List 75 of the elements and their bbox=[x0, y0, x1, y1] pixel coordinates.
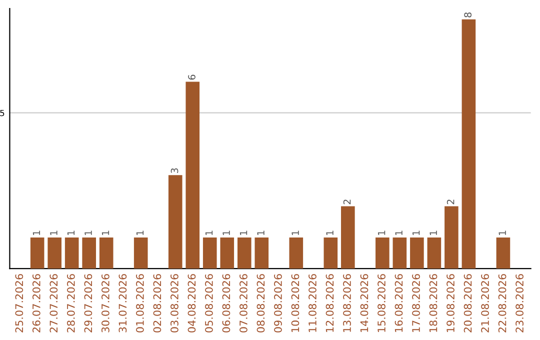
bar bbox=[220, 237, 234, 269]
x-tick-label: 05.08.2026 bbox=[205, 274, 213, 332]
data-label: 6 bbox=[188, 74, 196, 80]
y-tick-label: 5 bbox=[0, 110, 4, 116]
x-tick-label: 31.07.2026 bbox=[118, 274, 127, 332]
bar bbox=[410, 237, 424, 269]
data-label: 8 bbox=[464, 12, 472, 18]
bar bbox=[289, 237, 304, 269]
data-label: 1 bbox=[326, 230, 334, 235]
x-tick-label: 15.08.2026 bbox=[378, 274, 386, 332]
bar bbox=[254, 237, 269, 269]
x-tick-label: 12.08.2026 bbox=[326, 274, 334, 332]
x-tick-label: 09.08.2026 bbox=[274, 274, 282, 332]
data-label: 1 bbox=[292, 230, 299, 235]
x-tick-label: 20.08.2026 bbox=[464, 274, 472, 332]
bar bbox=[427, 237, 442, 269]
x-tick-label: 28.07.2026 bbox=[66, 274, 75, 332]
data-label: 1 bbox=[257, 230, 264, 235]
x-tick-label: 03.08.2026 bbox=[170, 274, 178, 332]
data-label: 1 bbox=[102, 230, 110, 235]
data-label: 1 bbox=[222, 230, 230, 235]
bar bbox=[324, 237, 338, 269]
bar bbox=[186, 82, 200, 269]
bar bbox=[30, 237, 44, 269]
data-label: 2 bbox=[343, 200, 351, 204]
bar bbox=[134, 237, 148, 269]
data-label: 1 bbox=[412, 230, 420, 235]
x-tick-label: 23.08.2026 bbox=[516, 274, 524, 332]
data-label: 1 bbox=[240, 230, 248, 235]
x-tick-label: 21.08.2026 bbox=[481, 274, 489, 332]
data-label: 1 bbox=[67, 230, 75, 235]
bar bbox=[168, 175, 182, 269]
bar bbox=[64, 237, 79, 269]
data-label: 1 bbox=[84, 230, 92, 235]
x-tick-label: 04.08.2026 bbox=[188, 274, 196, 332]
x-tick-label: 14.08.2026 bbox=[360, 274, 368, 332]
x-tick-label: 25.07.2026 bbox=[15, 274, 24, 332]
x-tick-label: 30.07.2026 bbox=[101, 274, 110, 332]
data-label: 1 bbox=[498, 230, 506, 235]
bar bbox=[392, 237, 407, 269]
x-tick-label: 01.08.2026 bbox=[136, 274, 144, 332]
x-tick-label: 22.08.2026 bbox=[498, 274, 506, 332]
bar bbox=[462, 19, 476, 269]
x-tick-label: 16.08.2026 bbox=[394, 274, 403, 332]
bar bbox=[237, 237, 252, 269]
data-label: 1 bbox=[378, 230, 386, 235]
x-tick-label: 02.08.2026 bbox=[153, 274, 162, 332]
x-tick-label: 08.08.2026 bbox=[256, 274, 265, 332]
x-tick-label: 27.07.2026 bbox=[50, 274, 58, 332]
x-tick-label: 10.08.2026 bbox=[291, 274, 300, 332]
bar bbox=[376, 237, 390, 269]
bar bbox=[444, 206, 458, 269]
data-label: 2 bbox=[446, 200, 454, 204]
x-tick-label: 17.08.2026 bbox=[412, 274, 420, 332]
x-tick-label: 11.08.2026 bbox=[308, 274, 316, 332]
x-tick-label: 13.08.2026 bbox=[343, 274, 351, 332]
data-label: 3 bbox=[170, 168, 178, 174]
x-tick-label: 18.08.2026 bbox=[429, 274, 438, 332]
x-tick-label: 07.08.2026 bbox=[240, 274, 248, 332]
bar bbox=[341, 206, 355, 269]
data-label: 1 bbox=[395, 230, 402, 235]
bar bbox=[202, 237, 217, 269]
x-tick-label: 29.07.2026 bbox=[84, 274, 92, 332]
x-tick-label: 26.07.2026 bbox=[32, 274, 40, 332]
bar bbox=[82, 237, 96, 269]
x-tick-label: 06.08.2026 bbox=[222, 274, 230, 332]
data-label: 1 bbox=[430, 230, 437, 235]
data-label: 1 bbox=[205, 230, 213, 235]
bar bbox=[48, 237, 62, 269]
data-label: 1 bbox=[50, 230, 58, 235]
data-label: 1 bbox=[32, 230, 40, 235]
bar bbox=[496, 237, 510, 269]
x-tick-label: 19.08.2026 bbox=[446, 274, 454, 332]
bar bbox=[99, 237, 114, 269]
data-label: 1 bbox=[136, 230, 144, 235]
